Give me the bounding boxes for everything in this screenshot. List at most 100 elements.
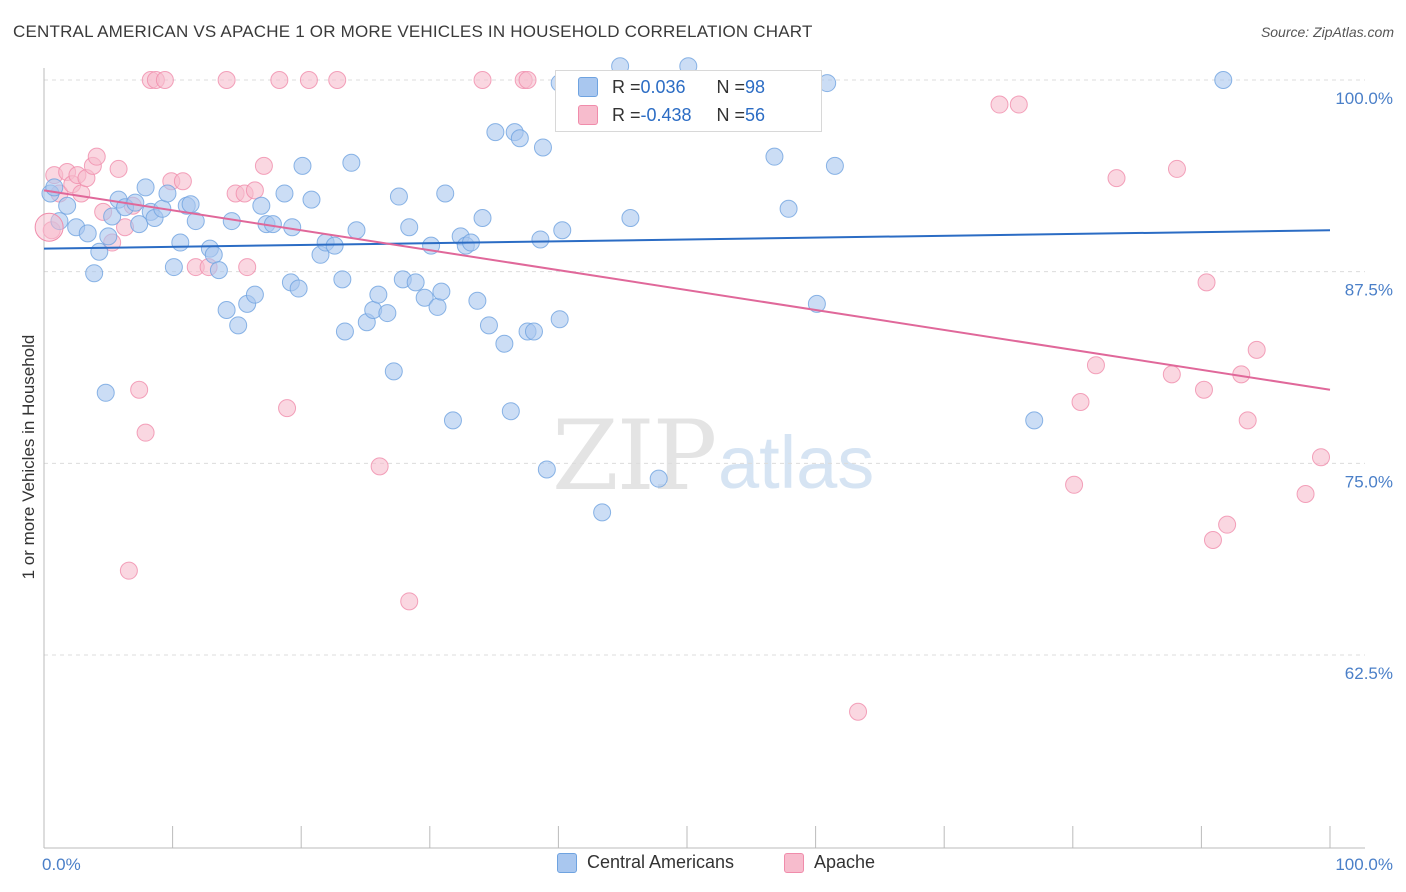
point-central-americans [524, 322, 543, 341]
point-apache [473, 71, 492, 89]
point-central-americans [1025, 411, 1044, 430]
point-apache [1065, 475, 1084, 494]
point-central-americans [90, 242, 109, 261]
point-apache [1009, 95, 1028, 114]
point-central-americans [229, 316, 248, 335]
stats-row-central-americans: R = 0.036 N = 98 [578, 74, 765, 100]
point-central-americans [533, 138, 552, 157]
stats-r-label: R = [612, 104, 641, 125]
point-apache [254, 156, 273, 175]
point-central-americans [621, 209, 640, 227]
point-apache [299, 71, 318, 89]
point-apache [119, 561, 138, 580]
point-central-americans [473, 209, 492, 227]
watermark-zip: ZIP [552, 400, 717, 512]
legend-item-apache[interactable]: Apache [784, 852, 875, 873]
stats-r-value: -0.438 [640, 104, 692, 125]
point-central-americans [158, 184, 177, 203]
stats-n-label: N = [716, 104, 746, 125]
point-central-americans [550, 310, 569, 329]
point-apache [245, 181, 264, 200]
y-tick-label: 100.0% [1335, 89, 1393, 108]
point-central-americans [779, 199, 798, 218]
point-central-americans [400, 218, 419, 237]
stats-n-label: N = [716, 76, 746, 97]
point-central-americans [553, 221, 572, 240]
point-central-americans [289, 279, 308, 298]
stats-n-value: 98 [745, 76, 766, 97]
point-central-americans [252, 196, 271, 215]
legend-label-apache: Apache [814, 852, 876, 872]
point-central-americans [275, 184, 294, 203]
point-central-americans [204, 245, 223, 264]
point-central-americans [245, 285, 264, 304]
point-central-americans [531, 230, 550, 249]
point-central-americans [468, 291, 487, 310]
trend-line-central-americans [43, 229, 1331, 250]
chart-title: CENTRAL AMERICAN VS APACHE 1 OR MORE VEH… [13, 22, 813, 41]
point-apache [278, 399, 297, 418]
point-apache [990, 95, 1009, 114]
point-central-americans [384, 362, 403, 381]
source-label: Source: ZipAtlas.com [1260, 24, 1394, 40]
point-apache [370, 457, 389, 476]
point-central-americans [479, 316, 498, 335]
point-apache [72, 184, 91, 203]
point-central-americans [378, 304, 397, 323]
point-central-americans [501, 402, 520, 421]
bottom-legend: Central Americans Apache [0, 852, 1406, 878]
point-apache [1218, 515, 1237, 534]
stats-n-value: 56 [745, 104, 766, 125]
point-apache [1167, 159, 1186, 178]
point-apache [136, 423, 155, 442]
point-apache [173, 172, 192, 191]
point-central-americans [171, 233, 190, 252]
point-central-americans [335, 322, 354, 341]
point-central-americans [85, 264, 104, 283]
point-central-americans [58, 196, 77, 215]
point-apache [328, 71, 347, 89]
point-central-americans [136, 178, 155, 197]
point-central-americans [302, 190, 321, 209]
watermark-atlas: atlas [718, 421, 875, 504]
stats-row-apache: R = -0.438 N = 56 [578, 102, 765, 128]
point-apache [1194, 380, 1213, 399]
stats-swatch-central-americans [578, 77, 598, 97]
point-central-americans [432, 282, 451, 301]
point-central-americans [406, 273, 425, 292]
stats-legend: R = 0.036 N = 98 R = -0.438 N = 56 [555, 70, 822, 132]
point-apache [1247, 340, 1266, 359]
point-apache [270, 71, 289, 89]
point-central-americans [342, 153, 361, 172]
point-central-americans [765, 147, 784, 166]
point-central-americans [1214, 71, 1233, 89]
point-apache [1086, 356, 1105, 375]
point-apache [1238, 411, 1257, 430]
point-central-americans [209, 261, 228, 280]
y-tick-label: 75.0% [1345, 472, 1393, 491]
point-central-americans [347, 221, 366, 240]
point-central-americans [369, 285, 388, 304]
point-central-americans [181, 195, 200, 214]
point-apache [1296, 485, 1315, 503]
point-central-americans [103, 207, 122, 226]
point-central-americans [428, 297, 447, 316]
y-axis-label: 1 or more Vehicles in Household [19, 335, 38, 580]
point-central-americans [807, 294, 826, 313]
stats-r-value: 0.036 [640, 76, 686, 97]
point-central-americans [486, 123, 505, 142]
point-apache [155, 71, 174, 89]
point-apache [400, 592, 419, 611]
point-central-americans [436, 184, 455, 203]
point-central-americans [443, 411, 462, 430]
point-central-americans [825, 156, 844, 175]
point-central-americans [78, 224, 97, 243]
point-apache [34, 212, 64, 242]
point-central-americans [389, 187, 408, 206]
point-central-americans [495, 334, 514, 353]
point-central-americans [130, 215, 149, 234]
stats-r-label: R = [612, 76, 641, 97]
legend-item-central-americans[interactable]: Central Americans [557, 852, 734, 873]
point-apache [518, 71, 537, 89]
y-tick-label: 62.5% [1345, 664, 1393, 683]
